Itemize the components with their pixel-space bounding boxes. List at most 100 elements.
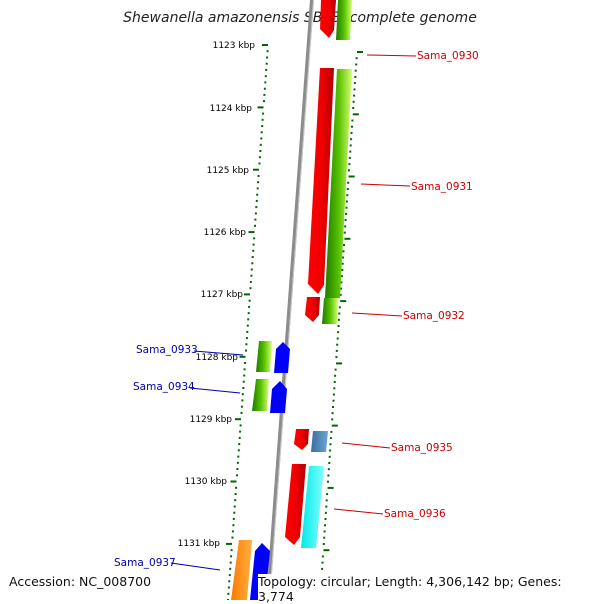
tick-dot <box>263 93 266 96</box>
gene-sama-0935-arrow[interactable] <box>294 429 309 450</box>
gene-sama-0937-cds[interactable] <box>231 540 252 600</box>
gene-sama-0934-cds[interactable] <box>252 379 269 411</box>
tick-major <box>331 424 338 427</box>
gene-sama-0935-cds[interactable] <box>311 431 328 452</box>
label-sama-0932[interactable]: Sama_0932 <box>403 310 465 322</box>
tick-dot <box>249 281 252 283</box>
tick-dot <box>344 219 347 222</box>
label-sama-0934[interactable]: Sama_0934 <box>133 381 195 393</box>
tick-major <box>235 418 241 421</box>
tick-dot <box>348 156 351 159</box>
tick-dot <box>336 343 339 346</box>
tick-dot <box>321 567 324 570</box>
tick-dot <box>323 536 326 539</box>
label-sama-0936[interactable]: Sama_0936 <box>384 508 446 520</box>
tick-dot <box>239 424 242 427</box>
gene-labels-right: Sama_0930 Sama_0931 Sama_0932 Sama_0935 … <box>384 50 479 520</box>
label-sama-0931[interactable]: Sama_0931 <box>411 181 473 193</box>
tick-dot <box>236 468 239 470</box>
gene-sama-0931-arrow[interactable] <box>308 68 334 294</box>
tick-dot <box>333 381 336 383</box>
tick-dot <box>261 118 264 121</box>
tick-dot <box>231 536 234 539</box>
gene-sama-0930-arrow[interactable] <box>320 0 336 38</box>
leader-sama-0932 <box>351 312 403 317</box>
tick-dot <box>264 81 267 84</box>
tick-dot <box>234 499 237 502</box>
tick-dot <box>245 343 248 346</box>
map-title: Shewanella amazonensis SB2B, complete ge… <box>123 10 477 26</box>
tick-dot <box>261 125 264 128</box>
gene-sama-0933-cds[interactable] <box>256 341 272 372</box>
tick-dot <box>238 443 241 446</box>
tick-dot <box>342 250 345 253</box>
tick-dot <box>355 63 358 66</box>
tick-dot <box>230 549 233 552</box>
tick-dot <box>348 169 350 172</box>
tick-dot <box>327 480 329 483</box>
tick-dot <box>332 406 334 408</box>
tick-dot <box>251 262 254 265</box>
tick-dot <box>232 517 235 520</box>
tick-dot <box>234 493 237 495</box>
tick-label-1124: 1124 kbp <box>210 104 253 114</box>
leader-sama-0930 <box>366 54 417 57</box>
gene-sama-0936-cds[interactable] <box>301 466 324 548</box>
tick-dot <box>347 181 350 184</box>
tick-dot <box>325 505 328 508</box>
tick-dot <box>236 461 239 464</box>
tick-label-1131: 1131 kbp <box>178 539 221 549</box>
tick-major <box>352 113 359 116</box>
tick-dot <box>337 325 340 327</box>
label-sama-0930[interactable]: Sama_0930 <box>417 50 479 62</box>
tick-dot <box>330 430 333 433</box>
tick-dot <box>337 318 340 321</box>
tick-dot <box>349 150 352 153</box>
label-leaders <box>170 54 417 571</box>
tick-dot <box>239 430 242 433</box>
gene-sama-0934-arrow[interactable] <box>270 381 287 413</box>
tick-dot <box>247 312 250 315</box>
tick-major <box>327 486 334 489</box>
tick-dot <box>339 293 342 296</box>
tick-dot <box>254 212 257 215</box>
leader-sama-0936 <box>333 508 384 515</box>
tick-dot <box>253 237 256 240</box>
tick-dot <box>338 312 341 315</box>
gene-sama-0932-cds[interactable] <box>322 298 338 324</box>
label-sama-0937[interactable]: Sama_0937 <box>114 557 176 569</box>
tick-dot <box>258 156 261 159</box>
tick-dot <box>248 305 251 308</box>
tick-dot <box>354 69 357 72</box>
tick-dot <box>235 486 238 489</box>
label-sama-0933[interactable]: Sama_0933 <box>136 344 198 356</box>
tick-dot <box>340 287 342 290</box>
tick-dot <box>241 399 244 402</box>
tick-dot <box>351 119 354 122</box>
tick-dot <box>238 436 241 439</box>
tick-dot <box>256 187 259 190</box>
gene-sama-0933-arrow[interactable] <box>274 342 290 373</box>
tick-dot <box>329 443 332 446</box>
tick-dot <box>259 143 262 146</box>
tick-major <box>257 106 264 109</box>
tick-major <box>226 542 232 545</box>
gene-sama-0936-arrow[interactable] <box>285 464 306 545</box>
tick-dot <box>266 50 269 53</box>
tick-major <box>244 293 250 296</box>
tick-dot <box>248 299 251 302</box>
tick-dot <box>335 356 338 359</box>
label-sama-0935[interactable]: Sama_0935 <box>391 442 453 454</box>
gene-sama-0932-arrow[interactable] <box>305 297 320 322</box>
tick-dot <box>255 199 258 202</box>
tick-major <box>323 549 330 552</box>
tick-label-1130: 1130 kbp <box>185 477 228 487</box>
tick-label-1126: 1126 kbp <box>204 228 247 238</box>
tick-major <box>262 44 268 46</box>
tick-dot <box>346 188 349 190</box>
gene-sama-0931-cds[interactable] <box>325 69 352 298</box>
tick-dot <box>257 175 260 177</box>
gene-sama-0930-cds[interactable] <box>336 0 352 40</box>
accession-text: Accession: NC_008700 <box>9 574 152 589</box>
